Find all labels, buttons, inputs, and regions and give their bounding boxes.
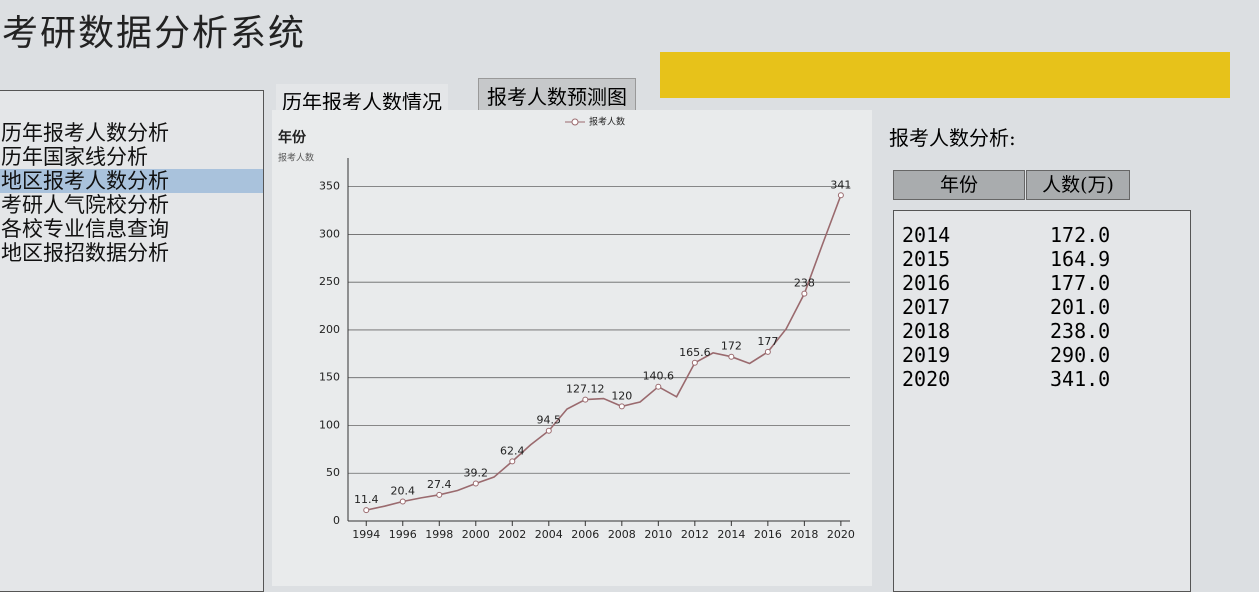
count-cell: 177.0 bbox=[1050, 271, 1111, 295]
menu-item[interactable]: 地区报考人数分析 bbox=[0, 169, 263, 193]
x-tick-label: 2020 bbox=[827, 528, 855, 541]
data-point bbox=[618, 403, 625, 410]
year-cell: 2019 bbox=[902, 343, 951, 367]
data-label: 341 bbox=[830, 178, 851, 191]
year-cell: 2014 bbox=[902, 223, 951, 247]
menu-item[interactable]: 地区报招数据分析 bbox=[1, 241, 169, 265]
data-label: 140.6 bbox=[643, 370, 675, 383]
tab[interactable]: 报考人数预测图 bbox=[478, 78, 636, 113]
data-point bbox=[472, 480, 479, 487]
year-cell: 2017 bbox=[902, 295, 951, 319]
data-line bbox=[366, 194, 842, 511]
count-cell: 341.0 bbox=[1050, 367, 1111, 391]
analysis-title: 报考人数分析: bbox=[889, 126, 1016, 150]
data-point bbox=[582, 396, 589, 403]
x-tick-label: 2018 bbox=[790, 528, 818, 541]
y-tick-label: 150 bbox=[319, 371, 340, 384]
data-label: 39.2 bbox=[464, 467, 489, 480]
data-label: 27.4 bbox=[427, 478, 452, 491]
x-tick-label: 2014 bbox=[717, 528, 745, 541]
data-point bbox=[691, 359, 698, 366]
x-tick-label: 2012 bbox=[681, 528, 709, 541]
menu-item[interactable]: 考研人气院校分析 bbox=[1, 193, 169, 217]
x-tick-label: 1998 bbox=[425, 528, 453, 541]
x-tick-label: 1994 bbox=[352, 528, 380, 541]
data-point bbox=[764, 348, 771, 355]
data-label: 120 bbox=[611, 389, 632, 402]
count-cell: 164.9 bbox=[1050, 247, 1111, 271]
x-tick-label: 2000 bbox=[462, 528, 490, 541]
year-cell: 2018 bbox=[902, 319, 951, 343]
data-label: 172 bbox=[721, 340, 742, 353]
data-label: 177 bbox=[757, 335, 778, 348]
year-cell: 2016 bbox=[902, 271, 951, 295]
count-cell: 201.0 bbox=[1050, 295, 1111, 319]
y-tick-label: 250 bbox=[319, 275, 340, 288]
data-label: 11.4 bbox=[354, 493, 379, 506]
data-label: 62.4 bbox=[500, 444, 524, 457]
year-cell: 2015 bbox=[902, 247, 951, 271]
y-tick-label: 350 bbox=[319, 180, 340, 193]
data-point bbox=[399, 498, 406, 505]
y-tick-label: 200 bbox=[319, 323, 340, 336]
data-point bbox=[363, 507, 370, 514]
legend-marker bbox=[571, 118, 579, 126]
menu-item[interactable]: 各校专业信息查询 bbox=[1, 217, 169, 241]
menu: 历年报考人数分析 历年国家线分析 地区报考人数分析 考研人气院校分析 各校专业信息查询地… bbox=[0, 90, 264, 592]
year-cell: 2020 bbox=[902, 367, 951, 391]
data-point bbox=[801, 290, 808, 297]
data-label: 127.12 bbox=[566, 383, 605, 396]
y-tick-label: 0 bbox=[333, 514, 340, 527]
x-tick-label: 2002 bbox=[498, 528, 526, 541]
data-point bbox=[436, 491, 443, 498]
y-tick-label: 50 bbox=[326, 466, 340, 479]
x-tick-label: 2010 bbox=[644, 528, 672, 541]
result-list: 2014 172.0 2015 164.9 2016 177.0 2017 201.0 2018… bbox=[893, 210, 1191, 592]
count-cell: 290.0 bbox=[1050, 343, 1111, 367]
data-label: 94.5 bbox=[537, 414, 562, 427]
y-axis-label: 报考人数 bbox=[278, 152, 314, 164]
x-tick-label: 2008 bbox=[608, 528, 636, 541]
data-point bbox=[655, 383, 662, 390]
accent-stripe bbox=[660, 52, 1230, 98]
count-cell: 238.0 bbox=[1050, 319, 1111, 343]
count-cell: 172.0 bbox=[1050, 223, 1111, 247]
column-header: 年份 bbox=[893, 170, 1025, 200]
legend-label: 报考人数 bbox=[589, 116, 625, 128]
x-tick-label: 2004 bbox=[535, 528, 563, 541]
y-tick-label: 300 bbox=[319, 227, 340, 240]
data-label: 238 bbox=[794, 277, 815, 290]
column-header: 人数(万) bbox=[1026, 170, 1130, 200]
menu-item[interactable]: 历年报考人数分析 bbox=[1, 121, 169, 145]
menu-item[interactable]: 历年国家线分析 bbox=[1, 145, 148, 169]
x-tick-label: 2006 bbox=[571, 528, 599, 541]
data-point bbox=[509, 458, 516, 465]
data-point bbox=[837, 192, 844, 199]
y-tick-label: 100 bbox=[319, 418, 340, 431]
data-label: 20.4 bbox=[391, 485, 416, 498]
data-label: 165.6 bbox=[679, 346, 711, 359]
chart-title: 年份 bbox=[278, 129, 307, 146]
data-point bbox=[728, 353, 735, 360]
x-tick-label: 2016 bbox=[754, 528, 782, 541]
app-title: 考研数据分析系统 bbox=[2, 13, 307, 54]
data-point bbox=[545, 427, 552, 434]
x-tick-label: 1996 bbox=[389, 528, 417, 541]
